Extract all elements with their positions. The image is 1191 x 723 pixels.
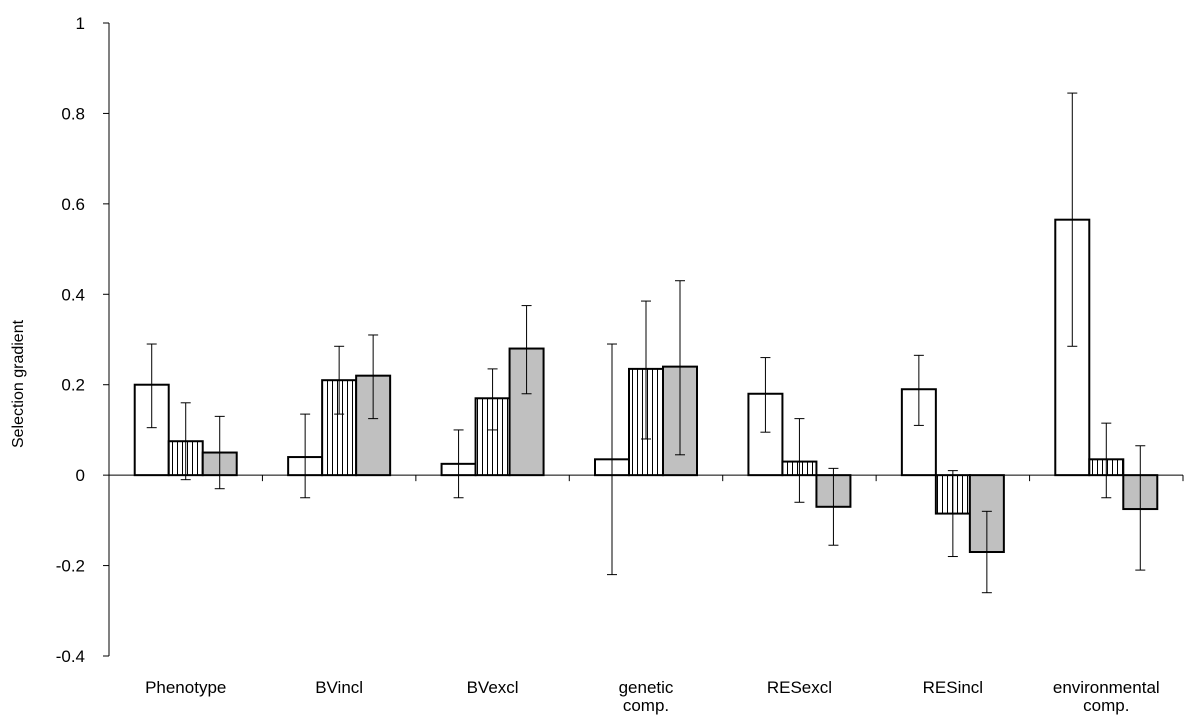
category-label-line: environmental [1053, 678, 1160, 697]
category-label: BVexcl [467, 678, 519, 697]
category-label: environmental comp. [1053, 678, 1160, 715]
category-label: BVincl [315, 678, 363, 697]
category-label: Phenotype [145, 678, 226, 697]
y-tick-label: -0.2 [56, 557, 85, 576]
y-tick-label: -0.4 [56, 647, 85, 666]
y-tick-label: 0.8 [61, 104, 85, 123]
category-label-line: BVexcl [467, 678, 519, 697]
y-tick-label: 0 [76, 466, 85, 485]
axes-layer: -0.4 -0.2 0 0.2 0.4 0.6 0.8 1 Phenotype BVincl BVe… [56, 14, 1184, 715]
bars-layer [133, 92, 1159, 594]
y-tick-label: 0.6 [61, 195, 85, 214]
category-label-line: genetic [619, 678, 674, 697]
y-tick-label: 1 [76, 14, 85, 33]
category-label-line: comp. [1083, 696, 1129, 715]
category-label: RESexcl [767, 678, 832, 697]
category-label-line: comp. [623, 696, 669, 715]
category-label: genetic comp. [619, 678, 674, 715]
category-label-line: RESexcl [767, 678, 832, 697]
y-axis-title: Selection gradient [10, 319, 27, 448]
category-label-line: Phenotype [145, 678, 226, 697]
y-tick-label: 0.2 [61, 376, 85, 395]
category-label-line: RESincl [923, 678, 983, 697]
y-tick-label: 0.4 [61, 285, 85, 304]
category-label-line: BVincl [315, 678, 363, 697]
category-label: RESincl [923, 678, 983, 697]
